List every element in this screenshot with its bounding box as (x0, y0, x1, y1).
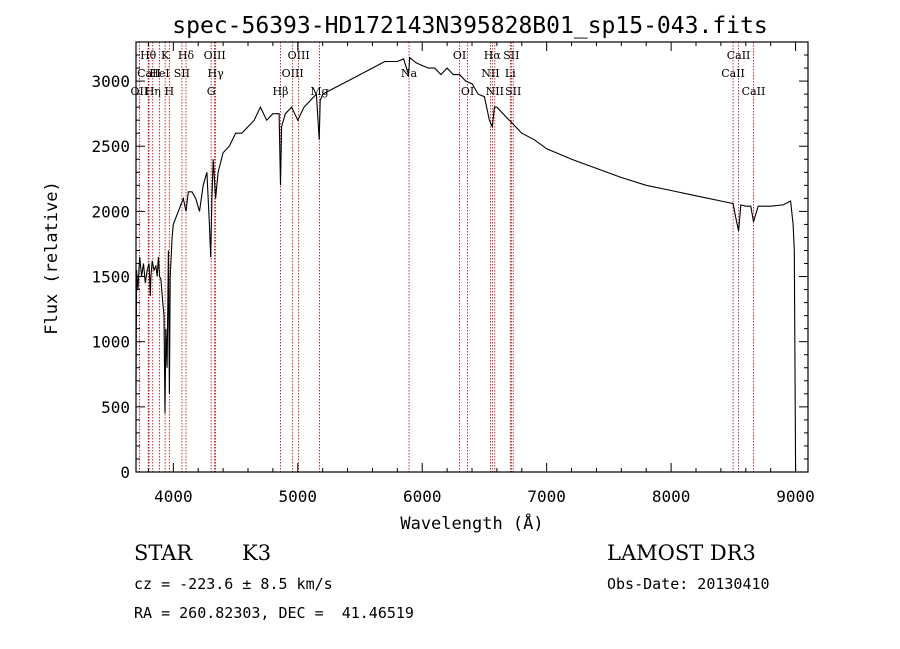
redshift-text: cz = -223.6 ± 8.5 km/s (134, 575, 333, 593)
spectral-line-label: OIII (282, 67, 304, 80)
spectral-line-label: OII (131, 85, 149, 98)
y-tick-label: 1000 (91, 333, 130, 352)
y-tick-label: 2000 (91, 202, 130, 221)
chart-title: spec-56393-HD172143N395828B01_sp15-043.f… (172, 13, 767, 39)
spectral-line-label: Na (401, 67, 418, 80)
spectral-line-label: Mg (310, 85, 328, 98)
x-tick-label: 9000 (776, 487, 815, 506)
spectral-line-label: CaII (137, 67, 161, 80)
y-tick-label: 1500 (91, 268, 130, 287)
x-tick-label: 8000 (652, 487, 691, 506)
spectral-line-label: Hδ (178, 49, 195, 62)
spectral-subclass: K3 (242, 541, 272, 565)
plot-frame (135, 41, 809, 473)
y-axis-ticks: 0 500 1000 1500 2000 2500 3000 (91, 54, 808, 482)
spectrum-line (135, 56, 797, 473)
spectral-line-label: SII (505, 85, 521, 98)
spectral-line-label: OI (453, 49, 466, 62)
object-class: STAR (134, 541, 193, 565)
spectral-line-label: OIII (288, 49, 310, 62)
spectral-line-label: Li (505, 67, 516, 80)
spectral-line-label: NII (481, 67, 499, 80)
spectral-line-label: Hη (145, 85, 161, 98)
spectral-line-label: Hα (484, 49, 502, 62)
spectral-line-label: CaII (721, 67, 745, 80)
spectral-line-label: Hθ (140, 49, 157, 62)
coordinates: RA = 260.82303, DEC = 41.46519 (134, 604, 414, 622)
spectral-line-label: G (207, 85, 216, 98)
y-axis-label: Flux (relative) (42, 181, 62, 335)
spectral-line-label: Hβ (273, 85, 289, 98)
survey-name: LAMOST DR3 (607, 541, 756, 565)
y-tick-label: 3000 (91, 72, 130, 91)
spectral-line-label: H (165, 85, 175, 98)
spectral-line-label: OIII (204, 49, 226, 62)
y-tick-label: 0 (120, 463, 130, 482)
y-tick-label: 2500 (91, 137, 130, 156)
spectral-line-label: OI (461, 85, 474, 98)
x-tick-label: 5000 (279, 487, 318, 506)
spectral-line-markers (138, 42, 754, 472)
spectral-line-label: HeI (149, 67, 169, 80)
spectral-line-label: SII (174, 67, 190, 80)
y-tick-label: 500 (101, 398, 130, 417)
x-tick-label: 4000 (154, 487, 193, 506)
spectral-line-label: CaII (742, 85, 766, 98)
x-axis-label: Wavelength (Å) (400, 512, 543, 534)
spectral-line-label: SII (503, 49, 519, 62)
spectral-line-label: Hγ (208, 67, 225, 80)
spectral-line-label: NII (486, 85, 504, 98)
spectral-line-labels: OII Hθ CaII Hη HeI K H SII Hδ G OIII Hγ Hβ OIII OIII Mg… (131, 49, 766, 98)
x-tick-label: 7000 (527, 487, 566, 506)
spectral-line-label: CaII (727, 49, 751, 62)
x-axis-ticks: 4000 5000 6000 7000 8000 9000 (147, 42, 815, 506)
spectral-line-label: K (161, 49, 170, 62)
obs-date: Obs-Date: 20130410 (607, 575, 770, 593)
x-tick-label: 6000 (403, 487, 442, 506)
